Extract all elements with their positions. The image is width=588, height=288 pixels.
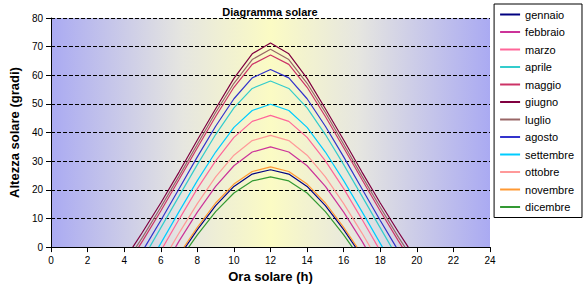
svg-text:aprile: aprile bbox=[525, 61, 552, 73]
svg-text:14: 14 bbox=[302, 255, 314, 266]
svg-text:16: 16 bbox=[338, 255, 350, 266]
svg-text:40: 40 bbox=[32, 127, 44, 138]
svg-text:0: 0 bbox=[37, 242, 43, 253]
svg-text:80: 80 bbox=[32, 13, 44, 24]
svg-text:18: 18 bbox=[375, 255, 387, 266]
svg-text:dicembre: dicembre bbox=[525, 201, 570, 213]
svg-text:2: 2 bbox=[85, 255, 91, 266]
svg-text:Altezza solare (gradi): Altezza solare (gradi) bbox=[7, 67, 22, 198]
svg-text:novembre: novembre bbox=[525, 184, 574, 196]
svg-text:70: 70 bbox=[32, 41, 44, 52]
svg-text:agosto: agosto bbox=[525, 131, 558, 143]
svg-text:0: 0 bbox=[48, 255, 54, 266]
svg-text:50: 50 bbox=[32, 98, 44, 109]
svg-text:settembre: settembre bbox=[525, 149, 574, 161]
svg-text:22: 22 bbox=[448, 255, 460, 266]
svg-text:10: 10 bbox=[32, 213, 44, 224]
svg-text:marzo: marzo bbox=[525, 44, 556, 56]
svg-text:6: 6 bbox=[158, 255, 164, 266]
svg-text:maggio: maggio bbox=[525, 79, 561, 91]
svg-text:ottobre: ottobre bbox=[525, 166, 559, 178]
svg-text:12: 12 bbox=[265, 255, 277, 266]
svg-text:60: 60 bbox=[32, 70, 44, 81]
svg-text:30: 30 bbox=[32, 156, 44, 167]
svg-text:24: 24 bbox=[484, 255, 496, 266]
svg-text:8: 8 bbox=[195, 255, 201, 266]
svg-text:10: 10 bbox=[228, 255, 240, 266]
svg-text:20: 20 bbox=[411, 255, 423, 266]
svg-text:gennaio: gennaio bbox=[525, 9, 564, 21]
svg-text:febbraio: febbraio bbox=[525, 26, 565, 38]
svg-text:giugno: giugno bbox=[525, 96, 558, 108]
svg-text:luglio: luglio bbox=[525, 114, 551, 126]
svg-text:4: 4 bbox=[121, 255, 127, 266]
svg-text:Diagramma solare: Diagramma solare bbox=[222, 6, 317, 18]
svg-text:Ora solare (h): Ora solare (h) bbox=[228, 269, 313, 284]
svg-text:20: 20 bbox=[32, 184, 44, 195]
